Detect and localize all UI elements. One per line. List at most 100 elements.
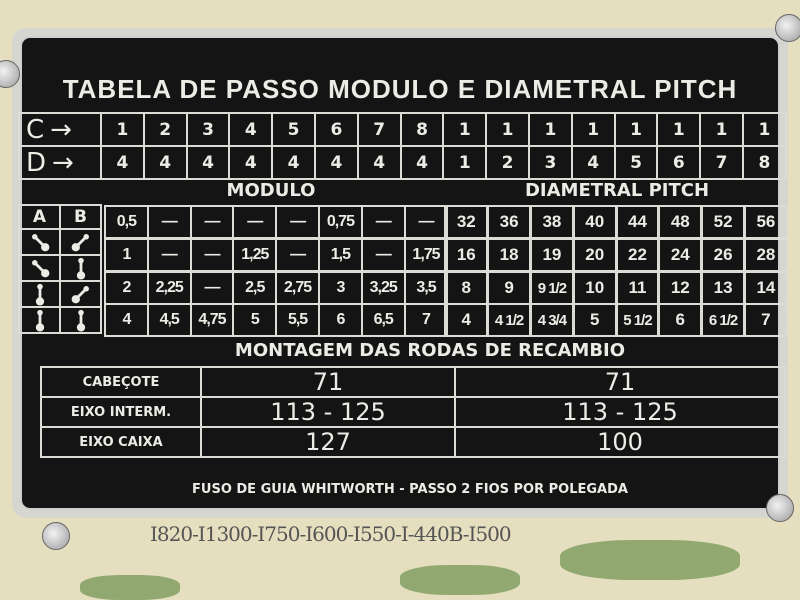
modulo-cell: 6,5 [360, 303, 406, 337]
c-value-cell-text: 7 [373, 119, 386, 140]
row-label-c-text: C [26, 114, 45, 145]
d-value-cell: 4 [570, 145, 616, 180]
modulo-cell: 5,5 [275, 303, 320, 337]
modulo-cell-text: — [375, 246, 392, 263]
dp-cell: 5 1/2 [615, 303, 660, 337]
montagem-row-label: CABEÇOTE [40, 366, 202, 398]
modulo-cell: 4,75 [189, 303, 235, 337]
d-value-cell: 5 [613, 145, 659, 180]
paint-patch [560, 540, 740, 580]
c-value-cell: 6 [314, 112, 359, 147]
dp-cell: 6 1/2 [701, 303, 745, 337]
modulo-cell: 2 [104, 271, 149, 305]
dp-cell: 9 [487, 271, 531, 305]
paint-patch [400, 565, 520, 595]
modulo-cell-text: 1,75 [412, 246, 440, 263]
dp-cell: 20 [572, 238, 617, 272]
d-value-cell-text: 4 [159, 152, 172, 173]
row-label-c: C → [18, 112, 102, 147]
d-value-cell: 1 [442, 145, 488, 180]
bottom-code: I820-I1300-I750-I600-I550-I-440B-I500 [150, 522, 512, 546]
c-value-cell-text: 1 [501, 119, 514, 140]
dp-cell-text: 9 1/2 [537, 279, 567, 297]
c-value-cell-text: 1 [544, 119, 557, 140]
modulo-cell: 3 [318, 271, 363, 305]
c-value-cell-text: 1 [715, 119, 728, 140]
d-value-cell-text: 4 [202, 152, 214, 173]
d-value-cell-text: 8 [758, 152, 771, 173]
modulo-cell-text: 2,75 [284, 279, 312, 296]
montagem-dp-value: 100 [454, 426, 786, 458]
modulo-cell-text: — [204, 279, 220, 296]
modulo-cell: 2,25 [146, 271, 192, 305]
montagem-row-label-text: CABEÇOTE [82, 374, 160, 390]
dp-cell: 48 [658, 205, 703, 239]
lever-a-cell [18, 228, 61, 256]
modulo-cell: 0,5 [104, 205, 149, 239]
lever-diagonal-up-icon [69, 282, 93, 306]
d-value-cell: 4 [271, 145, 316, 180]
c-value-cell: 7 [356, 112, 402, 147]
c-value-cell-text: 1 [758, 119, 771, 140]
c-value-cell: 1 [656, 112, 702, 147]
lever-b-cell [59, 280, 102, 308]
dp-cell: 18 [487, 238, 531, 272]
d-value-cell: 3 [528, 145, 573, 180]
lever-vertical-icon [28, 282, 52, 306]
montagem-modulo-value-text: 127 [305, 428, 351, 456]
modulo-cell-text: 0,75 [326, 213, 355, 230]
modulo-cell: 4,5 [146, 303, 192, 337]
dp-cell-text: 5 1/2 [623, 311, 652, 329]
c-value-cell: 8 [399, 112, 445, 147]
modulo-cell-text: 5,5 [287, 311, 308, 328]
modulo-cell: — [189, 271, 235, 305]
d-value-cell-text: 6 [672, 152, 685, 173]
c-value-cell: 1 [570, 112, 616, 147]
modulo-cell: — [189, 238, 235, 272]
dp-cell-text: 48 [670, 212, 690, 231]
dp-cell-text: 4 1/2 [494, 311, 524, 329]
modulo-cell: — [189, 205, 235, 239]
d-value-cell: 7 [699, 145, 744, 180]
modulo-cell: 1,75 [403, 238, 449, 272]
montagem-modulo-value-text: 113 - 125 [270, 398, 386, 426]
modulo-cell: 0,75 [318, 205, 363, 239]
modulo-cell: 1,25 [232, 238, 278, 272]
d-value-cell-text: 3 [544, 152, 557, 173]
montagem-dp-value: 71 [454, 366, 786, 398]
diametral-pitch-header: DIAMETRAL PITCH [524, 180, 710, 201]
montagem-dp-value-text: 100 [597, 428, 643, 456]
column-label-b: B [59, 204, 102, 230]
modulo-cell: — [232, 205, 278, 239]
d-value-cell: 4 [142, 145, 188, 180]
d-value-cell-text: 4 [373, 152, 386, 173]
d-value-cell: 6 [656, 145, 702, 180]
dp-cell-text: 52 [713, 212, 733, 231]
dp-cell-text: 26 [713, 245, 733, 264]
c-value-cell-text: 8 [416, 119, 428, 140]
c-value-cell-text: 3 [202, 119, 214, 140]
dp-cell: 7 [744, 303, 788, 337]
modulo-cell: — [360, 238, 406, 272]
dp-cell: 4 1/2 [487, 303, 531, 337]
c-value-cell-text: 4 [244, 119, 257, 140]
d-value-cell-text: 4 [244, 152, 257, 173]
c-value-cell: 5 [271, 112, 316, 147]
dp-cell: 16 [444, 238, 489, 272]
montagem-modulo-value: 127 [200, 426, 456, 458]
lever-b-cell [59, 254, 102, 282]
modulo-cell: — [360, 205, 406, 239]
arrow-right-icon: → [52, 147, 74, 178]
paint-patch [80, 575, 180, 600]
modulo-cell-text: 2,25 [155, 279, 184, 296]
lever-diagonal-down-icon [28, 256, 52, 280]
screw-icon [42, 522, 70, 550]
modulo-cell-text: 2,5 [245, 279, 265, 296]
c-value-cell-text: 1 [672, 119, 685, 140]
montagem-row-label: EIXO INTERM. [40, 396, 202, 428]
d-value-cell-text: 4 [587, 152, 600, 173]
row-label-d-text: D [26, 147, 47, 178]
d-value-cell: 2 [485, 145, 530, 180]
modulo-cell: 5 [232, 303, 278, 337]
dp-cell: 13 [701, 271, 745, 305]
